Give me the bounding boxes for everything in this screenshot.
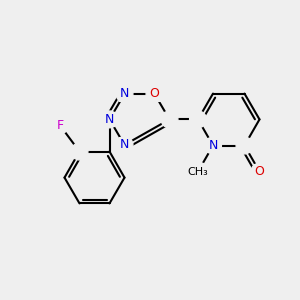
Circle shape	[190, 111, 206, 128]
Text: O: O	[255, 165, 264, 178]
Text: N: N	[208, 139, 218, 152]
Circle shape	[116, 85, 133, 102]
Circle shape	[188, 162, 208, 181]
Circle shape	[101, 111, 118, 128]
Circle shape	[71, 143, 88, 160]
Text: O: O	[150, 87, 159, 101]
Text: N: N	[120, 87, 129, 101]
Text: CH₃: CH₃	[188, 167, 208, 177]
Circle shape	[116, 136, 133, 153]
Text: N: N	[120, 138, 129, 152]
Text: N: N	[105, 113, 114, 126]
Circle shape	[52, 117, 68, 134]
Text: F: F	[56, 119, 64, 132]
Circle shape	[146, 85, 163, 102]
Circle shape	[161, 111, 178, 128]
Circle shape	[236, 137, 253, 154]
Circle shape	[251, 163, 268, 180]
Circle shape	[205, 137, 221, 154]
